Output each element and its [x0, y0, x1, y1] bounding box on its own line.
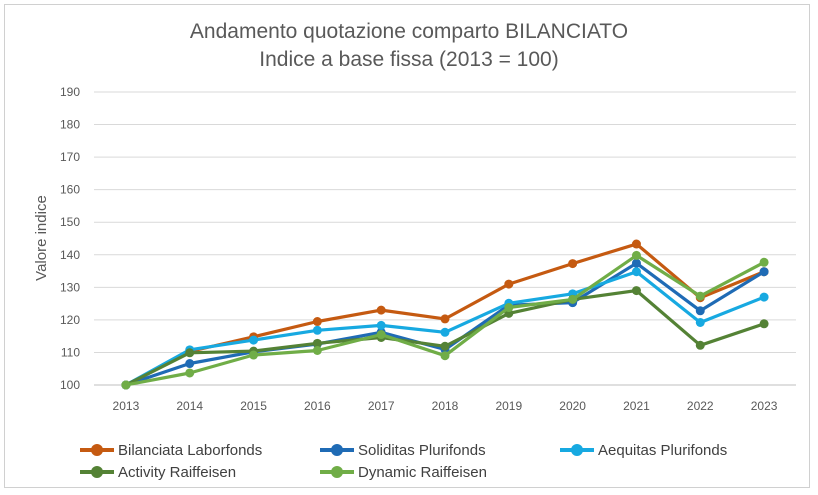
legend-item-aequitas-plurifonds: Aequitas Plurifonds	[560, 440, 727, 460]
y-tick-label: 150	[60, 215, 80, 229]
data-point	[631, 258, 641, 268]
data-point	[376, 305, 386, 315]
legend-marker	[331, 444, 343, 456]
y-tick-label: 110	[61, 345, 80, 359]
data-point	[376, 320, 386, 330]
data-point	[759, 319, 769, 329]
data-point	[568, 294, 578, 304]
legend-marker	[571, 444, 583, 456]
data-point	[504, 279, 514, 289]
data-point	[631, 286, 641, 296]
data-point	[312, 325, 322, 335]
chart-frame	[4, 4, 810, 488]
legend-label: Soliditas Plurifonds	[358, 441, 486, 459]
x-tick-label: 2019	[495, 399, 522, 413]
data-point	[631, 250, 641, 260]
legend-item-bilanciata-laborfonds: Bilanciata Laborfonds	[80, 440, 262, 460]
x-tick-label: 2022	[687, 399, 714, 413]
legend-item-soliditas-plurifonds: Soliditas Plurifonds	[320, 440, 486, 460]
series-line	[125, 261, 765, 387]
legend-swatch	[80, 444, 114, 456]
legend-marker	[91, 466, 103, 478]
data-point	[312, 338, 322, 348]
data-point	[568, 259, 578, 269]
data-point	[249, 335, 259, 345]
y-tick-label: 160	[60, 183, 80, 197]
data-point	[185, 348, 195, 358]
data-point	[759, 257, 769, 267]
legend-label: Activity Raiffeisen	[118, 463, 237, 481]
x-tick-label: 2021	[623, 399, 650, 413]
legend-marker	[331, 466, 343, 478]
data-point	[695, 340, 705, 350]
data-point	[440, 341, 450, 351]
data-point	[185, 368, 195, 378]
legend-label: Dynamic Raiffeisen	[358, 463, 487, 481]
data-point	[695, 306, 705, 316]
legend-swatch	[560, 444, 594, 456]
data-point	[249, 350, 259, 360]
data-point	[312, 317, 322, 327]
data-point	[631, 239, 641, 249]
y-tick-label: 100	[60, 378, 80, 392]
legend-marker	[91, 444, 103, 456]
data-point	[440, 327, 450, 337]
legend-swatch	[80, 466, 114, 478]
legend-item-activity-raiffeisen: Activity Raiffeisen	[80, 462, 236, 482]
data-point	[440, 351, 450, 361]
y-tick-label: 130	[60, 280, 80, 294]
legend-label: Bilanciata Laborfonds	[118, 441, 263, 459]
x-tick-label: 2017	[368, 399, 395, 413]
series-line	[125, 289, 765, 387]
data-point	[695, 317, 705, 327]
chart-title: Andamento quotazione comparto BILANCIATO	[189, 20, 629, 43]
chart-subtitle: Indice a base fissa (2013 = 100)	[259, 48, 559, 71]
x-tick-label: 2016	[304, 399, 331, 413]
data-point	[759, 292, 769, 302]
data-point	[312, 345, 322, 355]
y-tick-label: 140	[60, 248, 80, 262]
data-point	[504, 303, 514, 313]
legend: Bilanciata Laborfonds Soliditas Plurifon…	[80, 440, 800, 484]
x-tick-label: 2018	[432, 399, 459, 413]
x-tick-label: 2014	[176, 399, 203, 413]
x-tick-label: 2015	[240, 399, 267, 413]
data-point	[121, 380, 131, 390]
data-point	[631, 267, 641, 277]
y-tick-label: 190	[60, 85, 80, 99]
data-point	[759, 267, 769, 277]
y-tick-label: 120	[60, 313, 80, 327]
y-tick-label: 180	[60, 118, 80, 132]
legend-item-dynamic-raiffeisen: Dynamic Raiffeisen	[320, 462, 487, 482]
y-tick-label: 170	[60, 150, 80, 164]
legend-swatch	[320, 444, 354, 456]
data-point	[695, 291, 705, 301]
data-point	[376, 330, 386, 340]
x-tick-label: 2020	[559, 399, 586, 413]
x-tick-label: 2013	[113, 399, 140, 413]
data-point	[440, 314, 450, 324]
legend-swatch	[320, 466, 354, 478]
data-point	[185, 359, 195, 369]
legend-label: Aequitas Plurifonds	[598, 441, 728, 459]
x-tick-label: 2023	[751, 399, 778, 413]
